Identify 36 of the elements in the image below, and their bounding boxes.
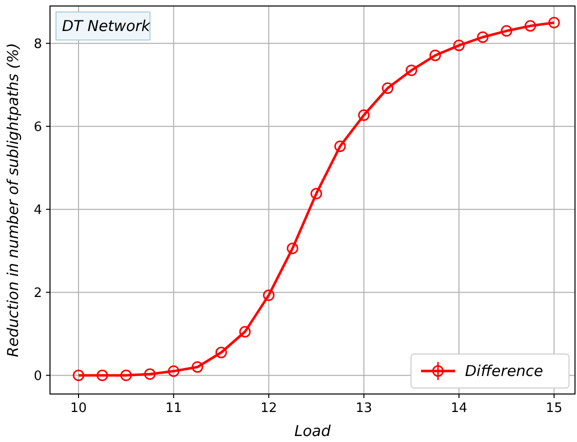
point	[476, 31, 488, 43]
point	[120, 370, 132, 382]
point	[524, 20, 536, 32]
point	[453, 40, 465, 52]
legend-label: Difference	[465, 362, 544, 380]
point	[286, 242, 298, 254]
point	[239, 326, 251, 338]
point	[334, 140, 346, 152]
x-tick-label: 14	[450, 401, 468, 416]
point	[215, 346, 227, 358]
x-tick-label: 15	[546, 401, 562, 416]
point	[168, 365, 180, 377]
point	[382, 82, 394, 94]
x-tick-label: 12	[260, 401, 278, 416]
y-tick-label: 8	[34, 36, 42, 52]
point	[548, 16, 560, 28]
x-tick-label: 10	[70, 401, 87, 416]
x-axis-title: Load	[294, 422, 332, 440]
annotation: DT Network	[62, 17, 152, 35]
point	[192, 361, 204, 373]
point	[429, 50, 441, 62]
point	[310, 188, 322, 200]
point	[500, 25, 512, 37]
x-tick-label: 13	[356, 401, 372, 416]
y-tick-label: 2	[34, 286, 42, 301]
y-tick-label: 4	[34, 202, 42, 218]
point	[72, 370, 84, 382]
x-tick-label: 11	[165, 401, 182, 416]
point	[144, 368, 156, 380]
point	[96, 370, 108, 382]
point	[406, 64, 418, 76]
point	[263, 289, 274, 301]
point	[358, 109, 370, 121]
y-tick-label: 6	[34, 120, 42, 135]
y-axis-title: Reduction in number of sublightpaths (%)	[4, 42, 22, 358]
y-tick-label: 0	[34, 368, 42, 384]
